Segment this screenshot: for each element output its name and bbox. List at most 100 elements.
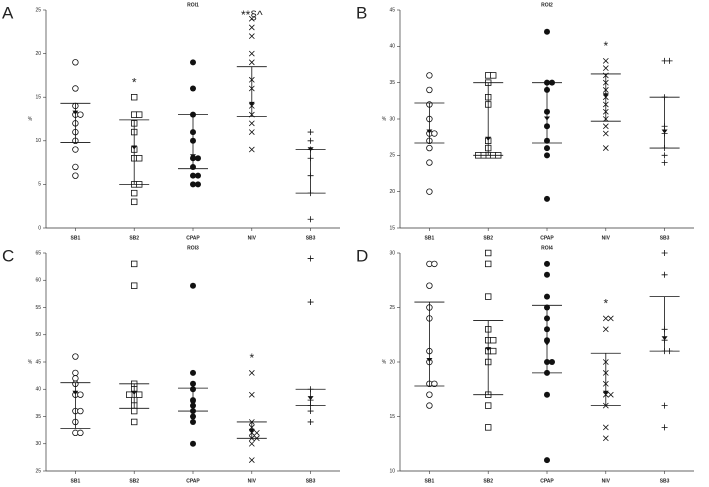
panel: C ROI3% 25 30 35 40 45 50 55 60 65 SB1 SB2 CPAP NIV * SB… [2, 245, 340, 484]
point [130, 198, 138, 206]
median [307, 396, 314, 401]
point [126, 391, 133, 398]
point [602, 65, 609, 72]
point [72, 85, 79, 92]
point [484, 293, 492, 300]
point [484, 424, 492, 431]
point [248, 15, 255, 22]
x-tick-label: SB3 [306, 478, 316, 484]
point [307, 129, 314, 136]
x-tick-label: NIV [602, 235, 611, 241]
point [72, 146, 79, 153]
median [602, 93, 609, 98]
point [248, 59, 255, 66]
y-tick-label: 10 [389, 468, 395, 474]
y-tick-label: 25 [389, 305, 395, 311]
median [485, 136, 492, 141]
annotation: * [132, 75, 137, 89]
x-tick-label: CPAP [186, 478, 200, 484]
point [431, 260, 438, 268]
median [661, 129, 668, 134]
x-tick-label: SB3 [660, 235, 670, 241]
x-tick-label: SB3 [306, 235, 316, 241]
point [661, 402, 668, 409]
x-tick-label: CPAP [186, 235, 200, 241]
point [307, 255, 314, 262]
y-tick-label: 15 [35, 95, 41, 101]
point [484, 260, 492, 268]
point [190, 172, 196, 179]
point [72, 375, 79, 382]
panel-letter: A [2, 3, 14, 22]
point [248, 120, 255, 127]
panel-title: ROI3 [187, 245, 199, 251]
point [602, 145, 609, 151]
point [431, 380, 438, 387]
y-tick-label: 30 [389, 116, 395, 122]
point [307, 418, 314, 425]
x-tick-label: SB1 [71, 235, 81, 241]
point [248, 24, 255, 31]
panel: B ROI2% 15 20 25 30 35 40 45 SB1 SB2 CPAP NIV * SB3 [356, 2, 694, 241]
point [426, 188, 433, 195]
point [307, 299, 314, 306]
point [661, 159, 668, 166]
point [307, 216, 314, 223]
y-tick-label: 20 [35, 51, 41, 57]
point [72, 59, 79, 66]
panel-title: ROI1 [187, 2, 199, 8]
median [307, 147, 314, 152]
point [544, 391, 550, 398]
point [195, 172, 201, 179]
point [190, 413, 196, 420]
point [602, 130, 609, 137]
point [130, 418, 138, 426]
median [661, 336, 668, 341]
point [130, 407, 138, 415]
median [544, 116, 550, 121]
panel-title: ROI4 [541, 245, 553, 251]
point [72, 369, 79, 377]
point [426, 72, 433, 79]
x-tick-label: SB2 [129, 235, 139, 241]
y-tick-label: 30 [35, 441, 41, 447]
point [607, 391, 614, 398]
point [72, 353, 79, 360]
median [190, 401, 196, 406]
panel: A ROI1% 0 5 10 15 20 25 SB1 SB2 * CPAP NIV **§^ SB3 [2, 2, 340, 241]
annotation: * [603, 39, 608, 53]
point [248, 129, 255, 135]
point [248, 33, 255, 40]
x-tick-label: SB1 [71, 478, 81, 484]
point [544, 145, 550, 152]
y-tick-label: 35 [389, 80, 395, 86]
point [544, 152, 550, 159]
y-tick-label: 20 [389, 359, 395, 365]
median [544, 341, 550, 346]
x-tick-label: NIV [248, 478, 257, 484]
point [248, 391, 255, 398]
point [130, 94, 138, 101]
y-tick-label: 40 [389, 44, 395, 50]
point [135, 111, 143, 118]
y-tick-label: 25 [389, 153, 395, 159]
median [602, 390, 609, 395]
y-tick-label: 45 [389, 7, 395, 13]
point [426, 159, 433, 166]
point [135, 155, 143, 162]
x-tick-label: SB2 [483, 478, 493, 484]
point [248, 370, 255, 376]
point [307, 408, 314, 415]
point [190, 440, 196, 447]
point [195, 155, 201, 162]
point [190, 369, 196, 376]
panel-title: ROI2 [541, 2, 553, 8]
y-tick-label: 5 [38, 182, 41, 188]
panel-letter: C [2, 246, 14, 265]
point [77, 407, 84, 415]
y-tick-label: 65 [35, 250, 41, 256]
point [544, 271, 550, 278]
median [131, 390, 138, 395]
point [602, 315, 609, 322]
